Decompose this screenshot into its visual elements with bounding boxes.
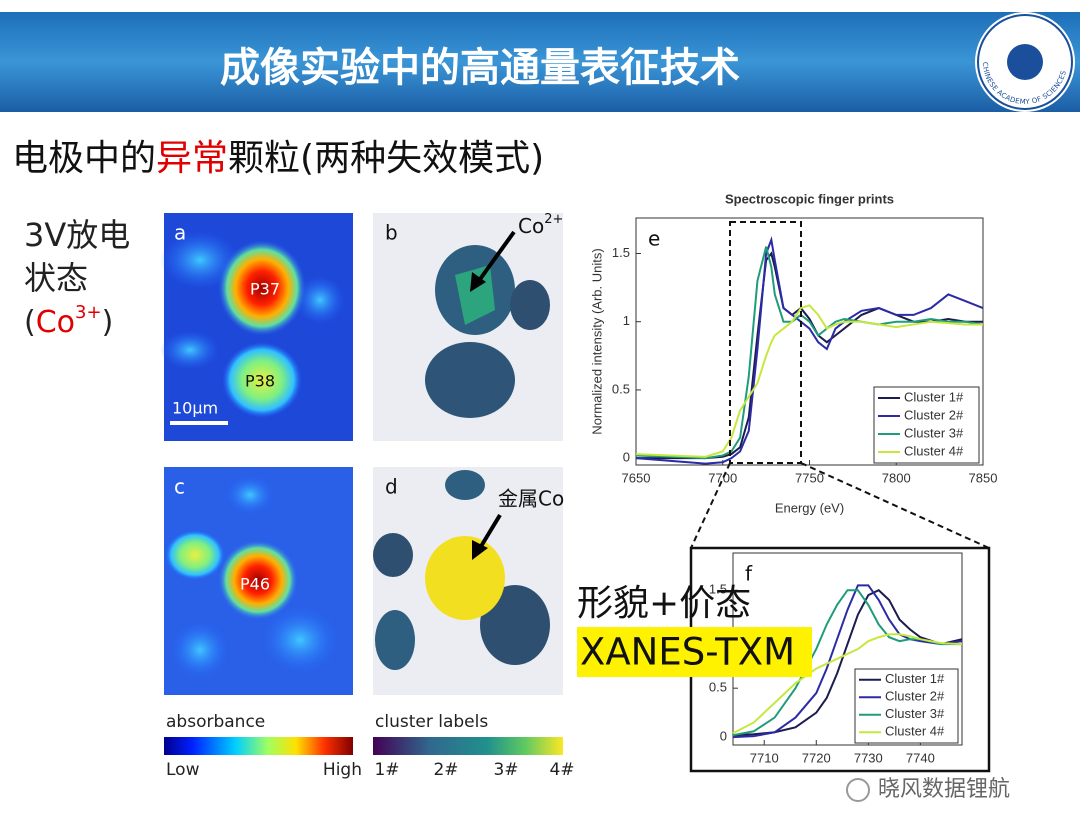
x-axis-label: Energy (eV) [775,500,844,515]
x-tick-label: 7650 [622,470,651,485]
y-tick-label: 1.5 [612,245,630,260]
y-tick-label: 0 [720,729,727,744]
subtitle-part: 颗粒(两种失效模式) [228,138,544,179]
x-tick-label: 7710 [750,750,779,765]
charge: 3+ [75,302,102,323]
legend-label: Cluster 2# [885,689,945,704]
zoom-line [800,462,990,549]
panel-c: c P46 [164,467,353,695]
watermark: 晓风数据锂航 [878,777,1010,802]
x-tick-label: 7720 [802,750,831,765]
y-tick-label: 0.5 [612,381,630,396]
panel-label: a [174,221,186,245]
zoom-line [690,462,731,549]
panel-label: e [648,227,660,251]
zoom-box [729,221,802,464]
legend-label: Cluster 1# [904,389,964,404]
logo-core [1007,44,1043,80]
panel-label: f [745,562,753,586]
header-band [0,12,1080,112]
colorbar-label: Low [166,760,200,780]
colorbar [164,737,353,755]
legend [854,668,959,744]
panel-label: c [174,475,185,499]
colorbar-label: 3# [493,760,518,780]
y-axis-label: Normalized intensity (Arb. Units) [589,248,604,434]
subtitle-highlight: 异常 [156,138,228,179]
colorbar-label: 2# [433,760,458,780]
charge: 2+ [544,212,563,227]
colorbar [373,737,563,755]
x-tick-label: 7730 [854,750,883,765]
subtitle: 电极中的异常颗粒(两种失效模式) [12,138,544,179]
scale-bar-label: 10μm [172,399,218,418]
co2-label: Co2+ [518,212,563,238]
legend-label: Cluster 2# [904,407,964,422]
panel-label: d [385,475,398,499]
panel-b: b Co2+ [373,212,563,441]
subtitle-part: 电极中的 [12,138,156,179]
colorbar-label: High [323,760,362,780]
x-tick-label: 7700 [708,470,737,485]
y-tick-label: 0 [623,450,630,465]
colorbar-label: 4# [549,760,574,780]
legend-label: Cluster 4# [885,724,945,739]
legend-label: Cluster 1# [885,671,945,686]
x-tick-label: 7750 [795,470,824,485]
state-label: 状态 [24,259,88,297]
y-tick-label: 0.5 [709,680,727,695]
callout-highlight [577,627,812,677]
logo-ring [977,14,1073,110]
particle-label: P38 [245,372,275,391]
wechat-icon [846,778,870,802]
legend-label: Cluster 4# [904,443,964,458]
chart-title: Spectroscopic finger prints [725,191,894,206]
y-tick-label: 1.5 [709,582,727,597]
series-line [732,633,963,735]
slide-title: 成像实验中的高通量表征技术 [220,45,740,91]
panel-a: a P37 P38 10μm [160,213,353,441]
panel-label: b [385,221,398,245]
colorbar-title: absorbance [166,712,265,732]
callout: 形貌+价态 [577,583,751,624]
x-tick-label: 7800 [882,470,911,485]
state-ion: (Co3+) [24,302,113,340]
particle-label: P46 [240,575,270,594]
state-label: 3V放电 [24,216,130,254]
ion: Co [518,214,544,238]
legend [873,386,980,464]
colorbar-title: cluster labels [375,712,488,732]
panel-d: d 金属Co [373,467,564,695]
series-line [732,589,962,737]
series-line [635,304,983,458]
paren: ( [24,305,36,340]
x-tick-label: 7740 [906,750,935,765]
callout: XANES-TXM [580,631,795,674]
ion: Co [36,305,75,340]
paren: ) [102,305,114,340]
y-tick-label: 1 [623,313,630,328]
metal-label: 金属Co [498,487,564,511]
legend-label: Cluster 3# [904,425,964,440]
colorbar-label: 1# [374,760,399,780]
legend-label: Cluster 3# [885,706,945,721]
series-line [732,589,963,737]
chart-e: 7650 7700 7750 7800 7850 0 0.5 1 1.5 Cluster 1# Cl… [589,191,997,515]
particle-label: P37 [250,280,280,299]
x-tick-label: 7850 [969,470,998,485]
